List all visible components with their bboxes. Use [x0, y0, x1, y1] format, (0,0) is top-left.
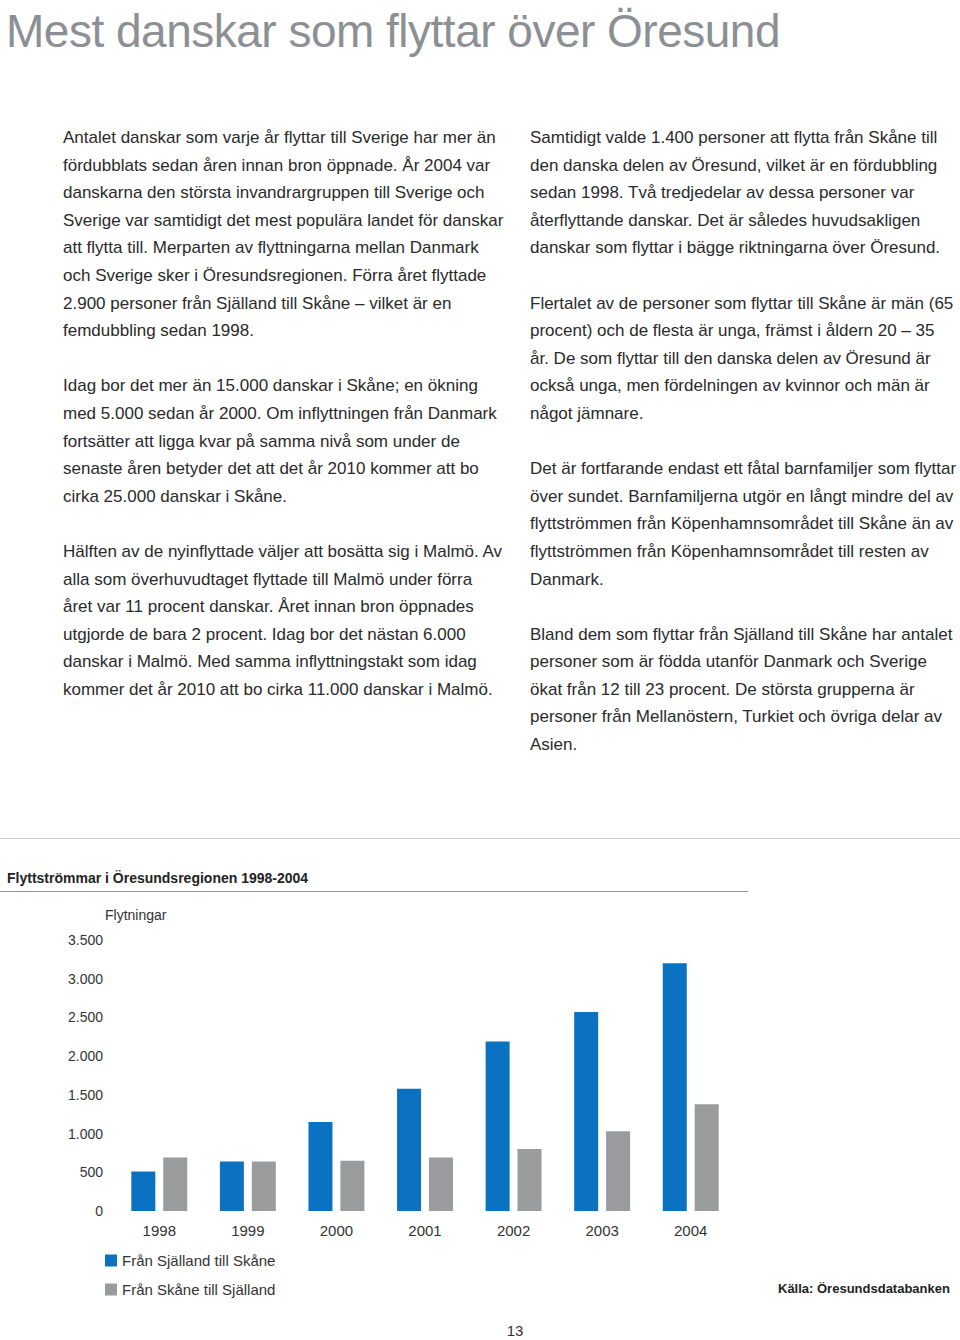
html-text:13: 13: [506, 1322, 524, 1339]
svg-text:Från Skåne till Själland: Från Skåne till Själland: [122, 1281, 275, 1298]
html-text:Idag bor det mer än 15.000 dan: Idag bor det mer än 15.000 danskar i Skå…: [63, 376, 497, 506]
svg-text:3.000: 3.000: [68, 971, 103, 987]
svg-text:2002: 2002: [497, 1222, 530, 1239]
html-text:Mest danskar som flyttar över: Mest danskar som flyttar över Öresund: [6, 5, 780, 57]
svg-text:2.000: 2.000: [68, 1048, 103, 1064]
svg-text:2.500: 2.500: [68, 1009, 103, 1025]
svg-text:1.000: 1.000: [68, 1126, 103, 1142]
html-text:Hälften av de nyinflyttade väl: Hälften av de nyinflyttade väljer att bo…: [63, 541, 503, 699]
svg-text:Flytningar: Flytningar: [105, 907, 167, 923]
svg-text:1998: 1998: [143, 1222, 176, 1239]
html-text:Flyttströmmar i Öresundsregion: Flyttströmmar i Öresundsregionen 1998-20…: [7, 870, 309, 886]
svg-text:2004: 2004: [674, 1222, 707, 1239]
svg-text:1.500: 1.500: [68, 1087, 103, 1103]
svg-text:500: 500: [80, 1164, 104, 1180]
svg-text:1999: 1999: [231, 1222, 264, 1239]
svg-text:0: 0: [95, 1203, 103, 1219]
html-text:Källa: Öresundsdatabanken: Källa: Öresundsdatabanken: [778, 1281, 950, 1296]
html-text:Samtidigt valde 1.400 personer: Samtidigt valde 1.400 personer att flytt…: [530, 128, 941, 258]
svg-text:3.500: 3.500: [68, 932, 103, 948]
svg-text:2003: 2003: [585, 1222, 618, 1239]
html-text:Antalet danskar som varje år f: Antalet danskar som varje år flyttar til…: [63, 128, 504, 341]
html-text:Bland dem som flyttar från Sjä: Bland dem som flyttar från Själland till…: [530, 624, 953, 755]
html-text:Flertalet av de personer som f: Flertalet av de personer som flyttar til…: [530, 293, 954, 423]
html-text:Det är fortfarande endast ett: Det är fortfarande endast ett fåtal barn…: [530, 459, 957, 589]
svg-text:2001: 2001: [408, 1222, 441, 1239]
svg-text:Från Själland till Skåne: Från Själland till Skåne: [122, 1252, 275, 1269]
svg-text:2000: 2000: [320, 1222, 353, 1239]
